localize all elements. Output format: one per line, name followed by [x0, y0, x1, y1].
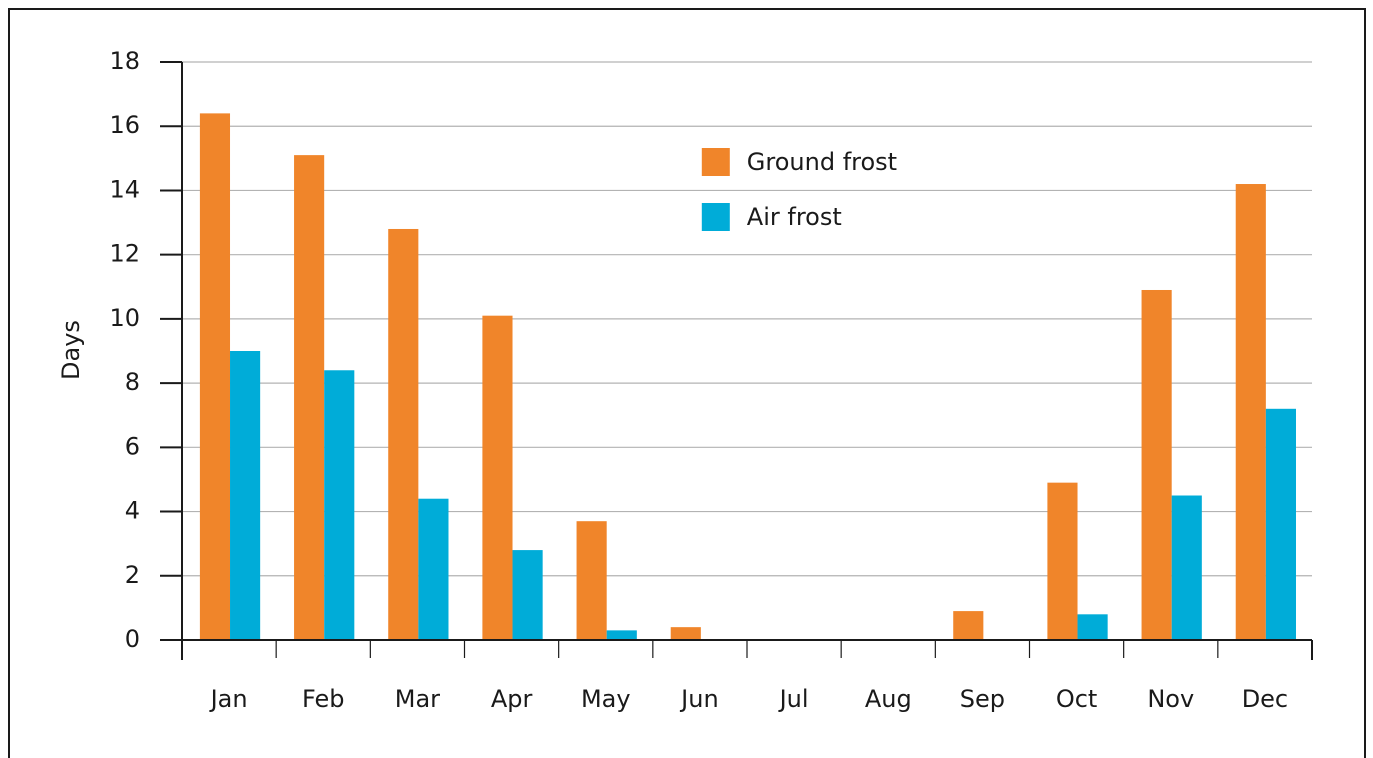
bar [606, 630, 637, 640]
x-tick-label: Mar [395, 685, 440, 713]
bar [670, 627, 701, 640]
bar [1047, 482, 1078, 640]
y-tick-label: 12 [109, 240, 140, 268]
bar [1141, 289, 1172, 640]
y-tick-label: 2 [125, 561, 140, 589]
bar [1265, 408, 1296, 640]
x-tick-label: Oct [1056, 685, 1098, 713]
bar [294, 155, 325, 640]
bar [512, 550, 543, 640]
bar [418, 498, 449, 640]
y-axis-label: Days [57, 320, 85, 380]
bar [1235, 184, 1266, 640]
y-tick-label: 8 [125, 368, 140, 396]
x-tick-label: Dec [1242, 685, 1288, 713]
y-tick-label: 14 [109, 175, 140, 203]
y-tick-label: 4 [125, 497, 140, 525]
y-tick-label: 6 [125, 432, 140, 460]
bar [1171, 495, 1202, 640]
x-tick-label: Feb [302, 685, 345, 713]
x-tick-label: Aug [865, 685, 912, 713]
legend-swatch [701, 148, 730, 176]
bar [324, 370, 355, 640]
x-tick-label: Sep [960, 685, 1005, 713]
y-tick-label: 0 [125, 625, 140, 653]
y-tick-label: 18 [109, 47, 140, 75]
legend-swatch [701, 203, 730, 231]
frame [8, 8, 1366, 758]
x-tick-label: Jul [778, 685, 809, 713]
y-tick-label: 16 [109, 111, 140, 139]
bar [1077, 614, 1108, 640]
legend-label: Air frost [747, 203, 842, 231]
bar [199, 113, 231, 640]
x-tick-label: Jan [209, 685, 248, 713]
bar [953, 611, 984, 640]
bar [388, 228, 419, 640]
x-tick-label: May [581, 685, 631, 713]
bar [482, 315, 513, 640]
x-tick-label: Nov [1147, 685, 1194, 713]
y-tick-label: 10 [109, 304, 140, 332]
x-tick-label: Apr [491, 685, 533, 713]
bar [230, 351, 261, 640]
bar [576, 521, 607, 640]
legend-label: Ground frost [747, 148, 897, 176]
x-tick-label: Jun [679, 685, 719, 713]
